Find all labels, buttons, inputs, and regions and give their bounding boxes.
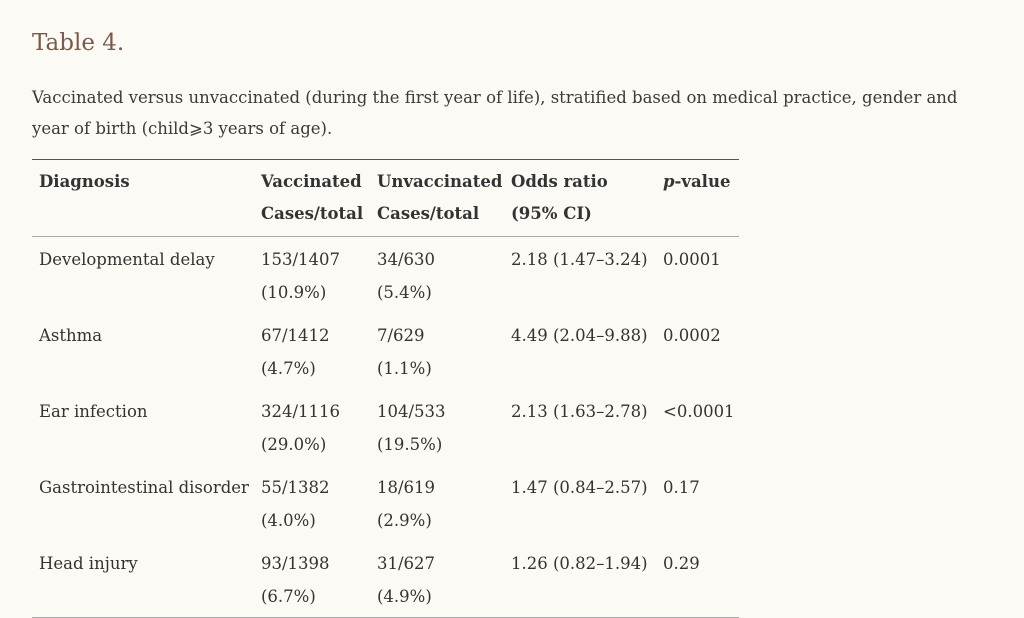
data-table: Diagnosis Vaccinated Cases/total Unvacci… [32, 159, 739, 618]
table-row: Ear infection 324/1116 (29.0%) 104/533 (19.5… [32, 389, 739, 465]
table-body: Developmental delay 153/1407 (10.9%) 34/630… [32, 237, 739, 618]
header-vaccinated: Vaccinated Cases/total [261, 172, 364, 223]
table-row: Gastrointestinal disorder 55/1382 (4.0%) 18… [32, 465, 739, 541]
header-unvaccinated: Unvaccinated Cases/total [377, 172, 503, 223]
cell-unvaccinated: 34/630 (5.4%) [377, 250, 436, 302]
cell-vaccinated: 55/1382 (4.0%) [261, 478, 330, 530]
cell-p-value: 0.29 [663, 554, 700, 573]
cell-diagnosis: Developmental delay [39, 250, 215, 269]
header-odds-ratio: Odds ratio (95% CI) [511, 172, 608, 223]
cell-diagnosis: Head injury [39, 554, 138, 573]
table-row: Asthma 67/1412 (4.7%) 7/629 (1.1%) 4.49 (2.04… [32, 313, 739, 389]
cell-unvaccinated: 18/619 (2.9%) [377, 478, 436, 530]
cell-odds-ratio: 2.18 (1.47–3.24) [511, 250, 648, 269]
table-caption: Vaccinated versus unvaccinated (during t… [32, 88, 958, 138]
cell-p-value: 0.17 [663, 478, 700, 497]
cell-diagnosis: Gastrointestinal disorder [39, 478, 249, 497]
cell-p-value: 0.0002 [663, 326, 721, 345]
header-row: Diagnosis Vaccinated Cases/total Unvacci… [32, 159, 739, 237]
table-row: Developmental delay 153/1407 (10.9%) 34/630… [32, 237, 739, 314]
cell-unvaccinated: 31/627 (4.9%) [377, 554, 436, 606]
cell-p-value: 0.0001 [663, 250, 721, 269]
table-header: Diagnosis Vaccinated Cases/total Unvacci… [32, 159, 739, 237]
table-title: Table 4. [32, 30, 125, 56]
table-row: Head injury 93/1398 (6.7%) 31/627 (4.9%) 1.26… [32, 541, 739, 618]
header-p-value: p-value [663, 172, 731, 191]
cell-odds-ratio: 4.49 (2.04–9.88) [511, 326, 648, 345]
cell-vaccinated: 153/1407 (10.9%) [261, 250, 341, 302]
cell-odds-ratio: 2.13 (1.63–2.78) [511, 402, 648, 421]
cell-odds-ratio: 1.26 (0.82–1.94) [511, 554, 648, 573]
cell-p-value: <0.0001 [663, 402, 735, 421]
cell-unvaccinated: 104/533 (19.5%) [377, 402, 446, 454]
cell-unvaccinated: 7/629 (1.1%) [377, 326, 432, 378]
cell-diagnosis: Ear infection [39, 402, 148, 421]
cell-diagnosis: Asthma [39, 326, 103, 345]
cell-odds-ratio: 1.47 (0.84–2.57) [511, 478, 648, 497]
cell-vaccinated: 67/1412 (4.7%) [261, 326, 330, 378]
cell-vaccinated: 324/1116 (29.0%) [261, 402, 341, 454]
cell-vaccinated: 93/1398 (6.7%) [261, 554, 330, 606]
header-diagnosis: Diagnosis [39, 172, 130, 191]
